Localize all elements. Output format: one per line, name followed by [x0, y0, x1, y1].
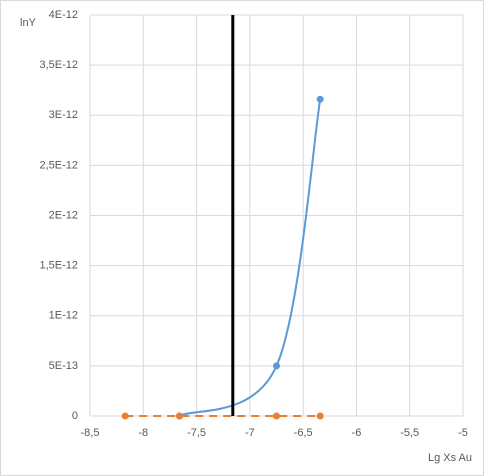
x-tick-label: -7,5 [187, 427, 206, 439]
y-tick-label: 0 [72, 410, 78, 422]
x-tick-label: -6 [352, 427, 362, 439]
y-tick-label: 2,5E-12 [39, 159, 78, 171]
x-tick-label: -5 [458, 427, 468, 439]
y-tick-label: 1,5E-12 [39, 260, 78, 272]
y-tick-label: 2E-12 [49, 209, 78, 221]
y-tick-label: 5E-13 [49, 360, 78, 372]
series-line [179, 99, 322, 417]
x-axis-title: Lg Xs Au [428, 452, 472, 464]
y-axis-title: lnY [20, 17, 37, 29]
y-tick-label: 1E-12 [49, 310, 78, 322]
data-point [176, 412, 184, 420]
y-tick-label: 3E-12 [49, 109, 78, 121]
y-tick-label: 3,5E-12 [39, 59, 78, 71]
x-tick-label: -7 [245, 427, 255, 439]
data-point [273, 362, 280, 370]
x-tick-label: -6,5 [294, 427, 313, 439]
x-tick-label: -8,5 [81, 427, 100, 439]
data-point [121, 412, 129, 420]
x-tick-label: -8 [138, 427, 148, 439]
data-point [316, 95, 324, 103]
data-point [316, 412, 324, 420]
y-tick-label: 4E-12 [49, 9, 78, 21]
data-point [273, 412, 280, 420]
x-tick-label: -5,5 [400, 427, 419, 439]
